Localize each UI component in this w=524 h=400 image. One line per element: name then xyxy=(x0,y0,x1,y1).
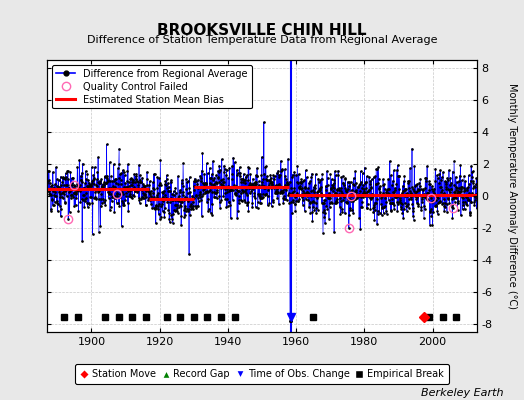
Title: BROOKSVILLE CHIN HILL: BROOKSVILLE CHIN HILL xyxy=(157,23,367,38)
Legend: Station Move, Record Gap, Time of Obs. Change, Empirical Break: Station Move, Record Gap, Time of Obs. C… xyxy=(75,364,449,384)
Text: Difference of Station Temperature Data from Regional Average: Difference of Station Temperature Data f… xyxy=(87,35,437,45)
Y-axis label: Monthly Temperature Anomaly Difference (°C): Monthly Temperature Anomaly Difference (… xyxy=(507,83,517,309)
Text: Berkeley Earth: Berkeley Earth xyxy=(421,388,503,398)
